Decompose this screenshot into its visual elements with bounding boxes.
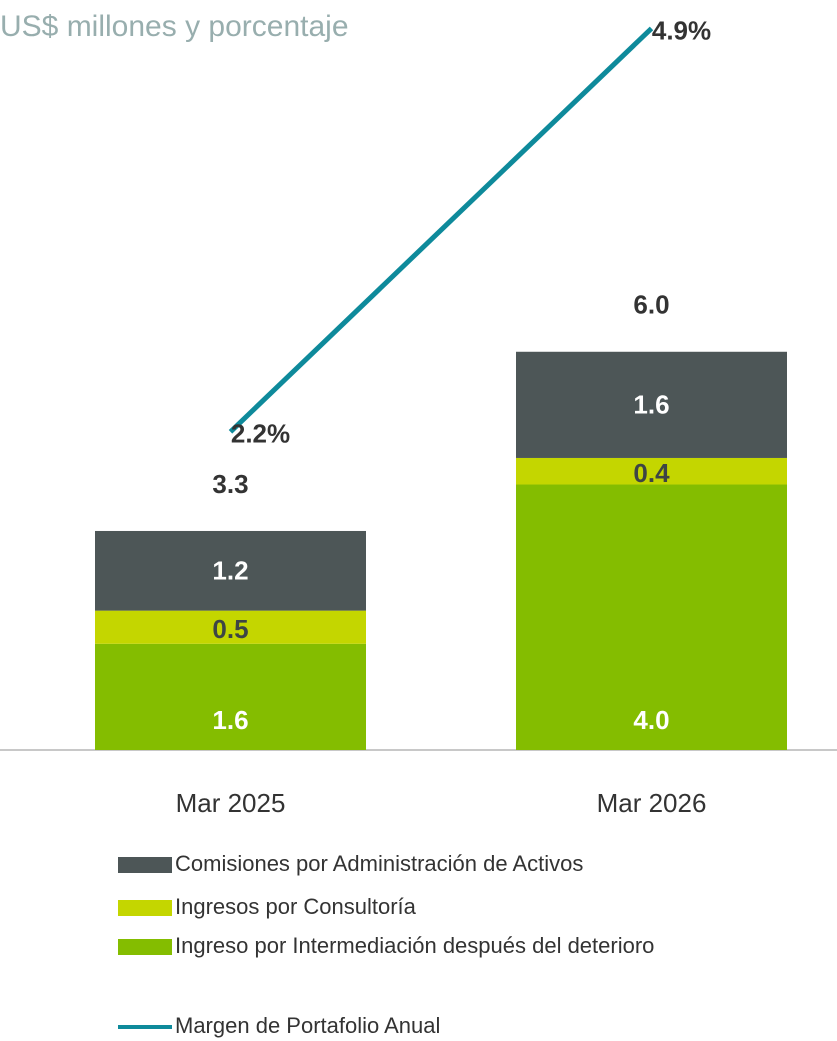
- legend-swatch: [118, 900, 172, 916]
- x-tick-label: Mar 2026: [597, 788, 707, 818]
- bar-segment: [95, 643, 366, 750]
- x-tick-label: Mar 2025: [176, 788, 286, 818]
- bar-segment: [516, 484, 787, 750]
- total-label: 3.3: [212, 469, 248, 499]
- bar-segment: [516, 351, 787, 458]
- line-label: 2.2%: [231, 419, 290, 449]
- total-label: 6.0: [633, 290, 669, 320]
- data-label: 1.2: [212, 556, 248, 586]
- bar-segment: [95, 610, 366, 644]
- data-label: 0.5: [212, 614, 248, 644]
- legend-label: Ingresos por Consultoría: [175, 894, 417, 919]
- bar-segment: [95, 530, 366, 611]
- data-label: 4.0: [633, 705, 669, 735]
- legend-label: Ingreso por Intermediación después del d…: [175, 933, 654, 958]
- legend-swatch: [118, 857, 172, 873]
- data-label: 1.6: [633, 390, 669, 420]
- legend-label: Margen de Portafolio Anual: [175, 1013, 440, 1038]
- legend-label: Comisiones por Administración de Activos: [175, 851, 583, 876]
- data-label: 0.4: [633, 458, 670, 488]
- chart-subtitle: US$ millones y porcentaje: [0, 10, 349, 43]
- bar-segment: [516, 457, 787, 485]
- line-label: 4.9%: [652, 15, 711, 45]
- data-label: 1.6: [212, 705, 248, 735]
- line-series: [228, 26, 654, 434]
- legend-swatch: [118, 939, 172, 955]
